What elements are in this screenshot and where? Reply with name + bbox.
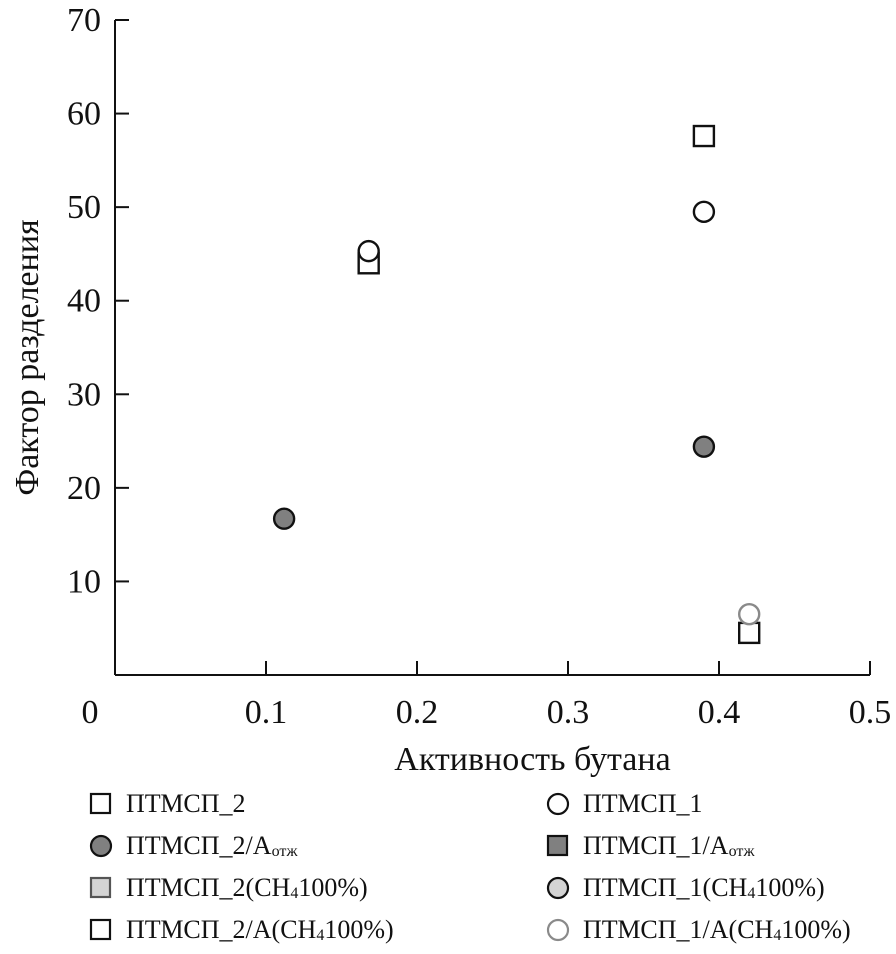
- legend-label: ПТМСП_2(CH4100%): [126, 873, 368, 902]
- data-point-circle: [692, 435, 716, 458]
- y-tick-label: 10: [67, 563, 101, 600]
- legend-square-marker-icon: [89, 876, 112, 899]
- x-tick-label: 0.3: [547, 694, 590, 731]
- y-tick-label: 60: [67, 96, 101, 133]
- legend-item: ПТМСП_2/A(CH4100%): [88, 912, 394, 948]
- y-tick-label: 70: [67, 2, 101, 39]
- data-point-square: [692, 124, 716, 148]
- legend-label: ПТМСП_1(CH4100%): [583, 873, 825, 902]
- y-axis-label: Фактор разделения: [9, 219, 46, 496]
- x-tick-label: 0.1: [245, 694, 288, 731]
- data-point-circle: [692, 200, 716, 224]
- axes: [114, 19, 871, 676]
- y-tick-label: 20: [67, 470, 101, 507]
- legend-circle-marker-icon: [89, 834, 113, 858]
- legend: ПТМСП_2 ПТМСП_1 ПТМСП_2/Aотж ПТМСП_1/Aотж ПТ…: [0, 786, 896, 954]
- data-point-circle: [357, 239, 380, 263]
- legend-item: ПТМСП_2/Aотж: [88, 828, 298, 864]
- data-points: [272, 124, 761, 645]
- legend-square-marker-icon: [89, 792, 112, 815]
- legend-label: ПТМСП_2/A(CH4100%): [126, 915, 394, 944]
- x-tick-label: 0.5: [849, 694, 892, 731]
- legend-item: ПТМСП_1/Aотж: [545, 828, 755, 864]
- legend-label: ПТМСП_2/Aотж: [126, 831, 298, 860]
- legend-circle-marker-icon: [546, 876, 570, 900]
- data-point-circle: [738, 602, 761, 626]
- x-axis-label: Активность бутана: [394, 741, 670, 778]
- legend-item: ПТМСП_1: [545, 786, 703, 822]
- legend-label: ПТМСП_1/A(CH4100%): [583, 915, 851, 944]
- y-tick-label: 40: [67, 283, 101, 320]
- x-tick-label: 0: [82, 694, 99, 731]
- legend-circle-marker-icon: [546, 792, 570, 816]
- data-point-circle: [272, 507, 296, 530]
- y-tick-label: 50: [67, 189, 101, 226]
- legend-label: ПТМСП_2: [126, 789, 246, 818]
- scatter-chart: 10 20 30 40 50 60 70 0 0.1 0.2 0.3 0.4 0.5 Активност…: [9, 2, 891, 778]
- legend-square-marker-icon: [89, 918, 112, 941]
- legend-item: ПТМСП_2(CH4100%): [88, 870, 368, 906]
- legend-item: ПТМСП_1(CH4100%): [545, 870, 825, 906]
- data-point-square: [738, 621, 761, 645]
- legend-item: ПТМСП_1/A(CH4100%): [545, 912, 851, 948]
- legend-item: ПТМСП_2: [88, 786, 246, 822]
- x-tick-label: 0.2: [396, 694, 439, 731]
- y-tick-label: 30: [67, 376, 101, 413]
- legend-label: ПТМСП_1: [583, 789, 703, 818]
- legend-label: ПТМСП_1/Aотж: [583, 831, 755, 860]
- tick-labels: 10 20 30 40 50 60 70 0 0.1 0.2 0.3 0.4 0.5: [67, 2, 891, 731]
- x-tick-label: 0.4: [698, 694, 741, 731]
- legend-square-marker-icon: [546, 834, 569, 857]
- legend-circle-marker-icon: [546, 918, 570, 942]
